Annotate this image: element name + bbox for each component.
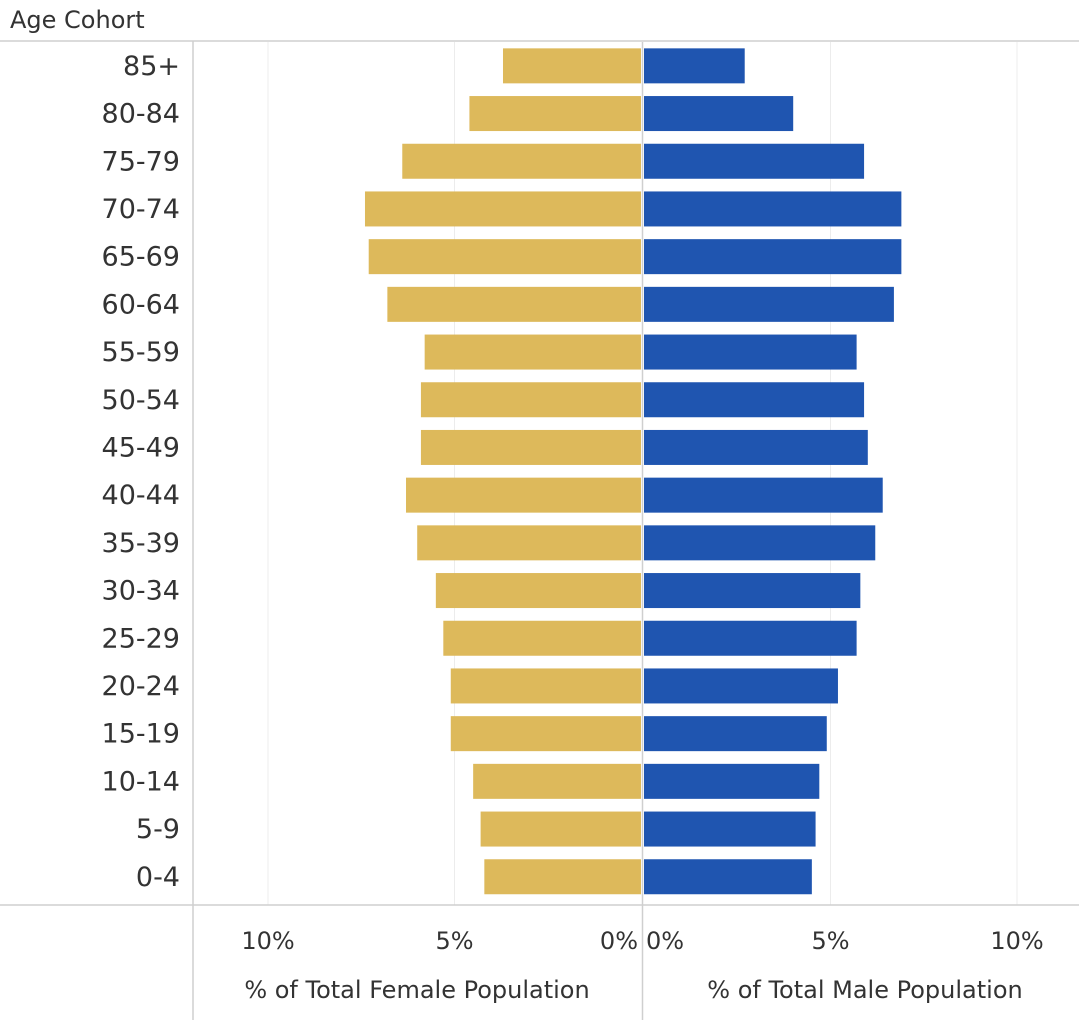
male-bar <box>644 239 902 275</box>
female-bar <box>450 716 641 752</box>
female-axis-title: % of Total Female Population <box>244 976 589 1004</box>
male-bar <box>644 96 794 132</box>
male-bar <box>644 716 827 752</box>
age-cohort-label: 25-29 <box>102 623 180 654</box>
female-bar <box>502 48 641 84</box>
female-bar <box>406 477 641 513</box>
gridlines <box>267 42 1018 905</box>
female-bar <box>424 334 641 370</box>
age-cohort-labels: 85+ 80-84 75-79 70-74 65-69 60-64 55-59 50-54 45… <box>102 51 180 893</box>
female-bar <box>420 429 641 465</box>
female-tick-label: 10% <box>241 927 294 955</box>
age-cohort-label: 15-19 <box>102 719 180 750</box>
male-axis-title: % of Total Male Population <box>707 976 1022 1004</box>
female-tick-label: 5% <box>435 927 473 955</box>
male-tick-label: 0% <box>646 927 684 955</box>
age-cohort-label: 60-64 <box>102 289 180 320</box>
age-cohort-label: 5-9 <box>136 814 180 845</box>
male-tick-label: 10% <box>990 927 1043 955</box>
female-bars <box>364 48 641 895</box>
age-cohort-label: 45-49 <box>102 432 180 463</box>
male-bar <box>644 429 868 465</box>
male-bar <box>644 477 883 513</box>
male-bar <box>644 286 894 322</box>
female-bar <box>484 859 641 895</box>
female-bar <box>480 811 641 847</box>
male-bar <box>644 573 861 609</box>
age-cohort-label: 35-39 <box>102 528 180 559</box>
female-bar <box>420 382 641 418</box>
female-bar <box>402 143 641 179</box>
male-tick-label: 5% <box>811 927 849 955</box>
male-bar <box>644 143 865 179</box>
female-bar <box>450 668 641 704</box>
row-header: Age Cohort <box>10 6 145 34</box>
age-cohort-label: 65-69 <box>102 242 180 273</box>
female-bar <box>469 96 641 132</box>
male-bar <box>644 763 820 799</box>
female-bar <box>368 239 641 275</box>
male-bar <box>644 859 812 895</box>
female-bar <box>387 286 641 322</box>
male-bar <box>644 382 865 418</box>
age-cohort-label: 80-84 <box>102 99 180 130</box>
age-cohort-label: 75-79 <box>102 146 180 177</box>
age-cohort-label: 40-44 <box>102 480 180 511</box>
male-bar <box>644 191 902 227</box>
age-cohort-label: 0-4 <box>136 862 180 893</box>
male-bar <box>644 334 857 370</box>
female-tick-label: 0% <box>600 927 638 955</box>
age-cohort-label: 85+ <box>123 51 180 82</box>
age-cohort-label: 55-59 <box>102 337 180 368</box>
female-bar <box>435 573 641 609</box>
male-bar <box>644 48 745 84</box>
axes <box>0 40 1079 1020</box>
age-cohort-label: 20-24 <box>102 671 180 702</box>
age-cohort-label: 50-54 <box>102 385 180 416</box>
male-bars <box>644 48 902 895</box>
female-bar <box>364 191 641 227</box>
male-bar <box>644 668 838 704</box>
female-bar <box>417 525 641 561</box>
male-bar <box>644 811 816 847</box>
age-cohort-label: 30-34 <box>102 576 180 607</box>
tick-labels: 10% 5% 0% 0% 5% 10% <box>241 927 1043 955</box>
female-bar <box>473 763 641 799</box>
male-bar <box>644 525 876 561</box>
male-bar <box>644 620 857 656</box>
female-bar <box>443 620 641 656</box>
age-cohort-label: 10-14 <box>102 766 180 797</box>
age-cohort-label: 70-74 <box>102 194 180 225</box>
